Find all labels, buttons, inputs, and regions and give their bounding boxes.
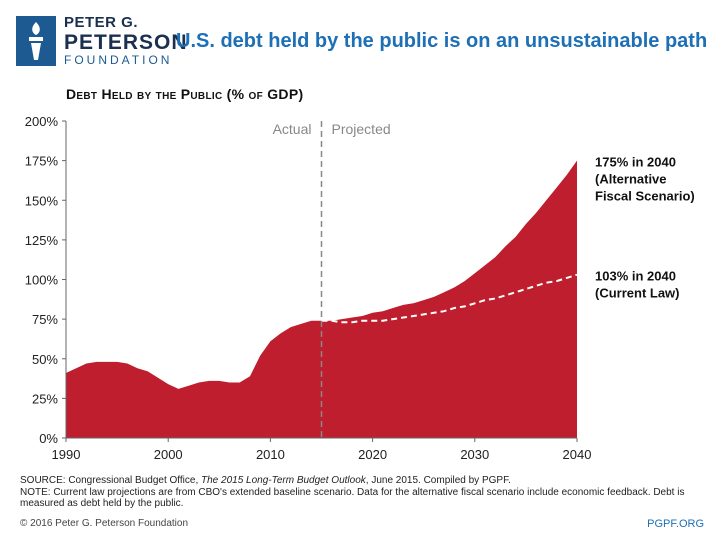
note-line: NOTE: Current law projections are from C…: [20, 486, 685, 510]
x-tick-label: 2020: [358, 447, 387, 462]
y-tick-label: 25%: [32, 391, 58, 406]
source-prefix: SOURCE: Congressional Budget Office,: [20, 475, 202, 486]
x-tick-label: 2040: [563, 447, 592, 462]
annotation-line: Fiscal Scenario): [595, 189, 695, 204]
x-tick-label: 2030: [460, 447, 489, 462]
actual-label: Actual: [273, 121, 312, 137]
y-tick-label: 100%: [25, 273, 59, 288]
y-tick-label: 75%: [32, 312, 58, 327]
y-tick-label: 200%: [25, 114, 59, 129]
source-line: SOURCE: Congressional Budget Office, The…: [20, 475, 710, 487]
x-tick-label: 2000: [154, 447, 183, 462]
logo-line-2: PETERSON: [64, 31, 188, 54]
annotation-line: 103% in 2040: [595, 269, 676, 284]
projected-label: Projected: [332, 121, 391, 137]
annotation-line: 175% in 2040: [595, 155, 676, 170]
logo-line-3: FOUNDATION: [64, 53, 173, 67]
torch-logo-icon: [16, 16, 56, 66]
foundation-logo: PETER G. PETERSON FOUNDATION: [16, 12, 187, 68]
source-suffix: , June 2015. Compiled by PGPF.: [365, 475, 511, 486]
logo-line-1: PETER G.: [64, 14, 139, 31]
annotation-line: (Alternative: [595, 172, 667, 187]
annotation-line: (Current Law): [595, 286, 680, 301]
chart-subtitle: Debt Held by the Public (% of GDP): [66, 86, 304, 102]
y-tick-label: 0%: [39, 431, 58, 446]
x-tick-label: 2010: [256, 447, 285, 462]
source-title: The 2015 Long-Term Budget Outlook: [201, 475, 366, 486]
y-tick-label: 175%: [25, 154, 59, 169]
debt-chart: 0% 25% 50% 75% 100% 125% 150% 175% 200% 1990 2000 2…: [25, 114, 695, 462]
copyright: © 2016 Peter G. Peterson Foundation: [20, 518, 189, 529]
page-title: U.S. debt held by the public is on an un…: [176, 30, 708, 52]
x-tick-label: 1990: [52, 447, 81, 462]
site-link[interactable]: PGPF.ORG: [647, 518, 704, 530]
source-note: SOURCE: Congressional Budget Office, The…: [20, 475, 710, 510]
y-tick-label: 125%: [25, 233, 59, 248]
y-tick-label: 150%: [25, 193, 59, 208]
current-law-line: [321, 273, 578, 324]
y-tick-label: 50%: [32, 352, 58, 367]
alternative-scenario-area: [66, 160, 577, 438]
